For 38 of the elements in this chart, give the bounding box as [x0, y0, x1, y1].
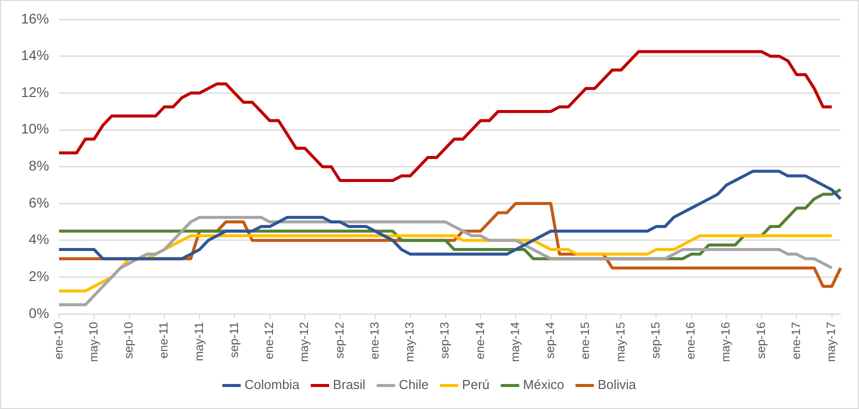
x-tick-label: sep-12 — [332, 322, 346, 359]
x-tick-label: ene-12 — [262, 322, 276, 360]
x-tick-label: ene-13 — [367, 322, 382, 360]
x-tick-label: ene-17 — [789, 322, 804, 360]
x-tick-label: sep-10 — [122, 322, 136, 359]
y-tick-label: 6% — [28, 194, 50, 210]
y-tick-label: 14% — [20, 47, 50, 64]
y-tick-label: 0% — [28, 304, 50, 321]
x-tick-label: sep-14 — [543, 322, 558, 359]
y-tick-label: 8% — [28, 158, 50, 174]
x-tick-label: ene-10 — [51, 322, 66, 360]
x-tick-label: ene-11 — [156, 322, 171, 358]
x-tick-label: sep-13 — [438, 322, 452, 359]
y-tick-label: 12% — [20, 84, 50, 100]
x-tick-label: ene-15 — [578, 322, 592, 360]
x-tick-label: may-11 — [192, 322, 206, 362]
x-tick-label: may-17 — [824, 322, 838, 362]
x-tick-label: may-13 — [402, 322, 417, 362]
y-tick-label: 2% — [28, 268, 50, 284]
x-tick-label: may-15 — [613, 322, 628, 362]
x-tick-label: sep-16 — [754, 322, 768, 359]
x-tick-label: sep-11 — [226, 322, 241, 358]
legend-label: Bolivia — [598, 377, 637, 392]
legend-label: Brasil — [332, 377, 366, 392]
x-tick-label: may-14 — [508, 322, 522, 362]
y-tick-label: 4% — [28, 231, 50, 248]
y-tick-label: 16% — [20, 10, 50, 26]
x-tick-label: may-10 — [86, 322, 100, 362]
legend-label: México — [523, 377, 564, 392]
x-tick-label: ene-14 — [472, 322, 487, 360]
x-tick-label: ene-16 — [684, 322, 698, 360]
legend-label: Perú — [462, 377, 490, 392]
y-tick-label: 10% — [20, 120, 50, 137]
x-tick-label: may-12 — [297, 322, 312, 362]
x-tick-label: sep-15 — [648, 322, 662, 359]
legend-label: Colombia — [244, 377, 300, 392]
x-tick-label: may-16 — [718, 322, 733, 362]
legend-label: Chile — [398, 377, 429, 392]
